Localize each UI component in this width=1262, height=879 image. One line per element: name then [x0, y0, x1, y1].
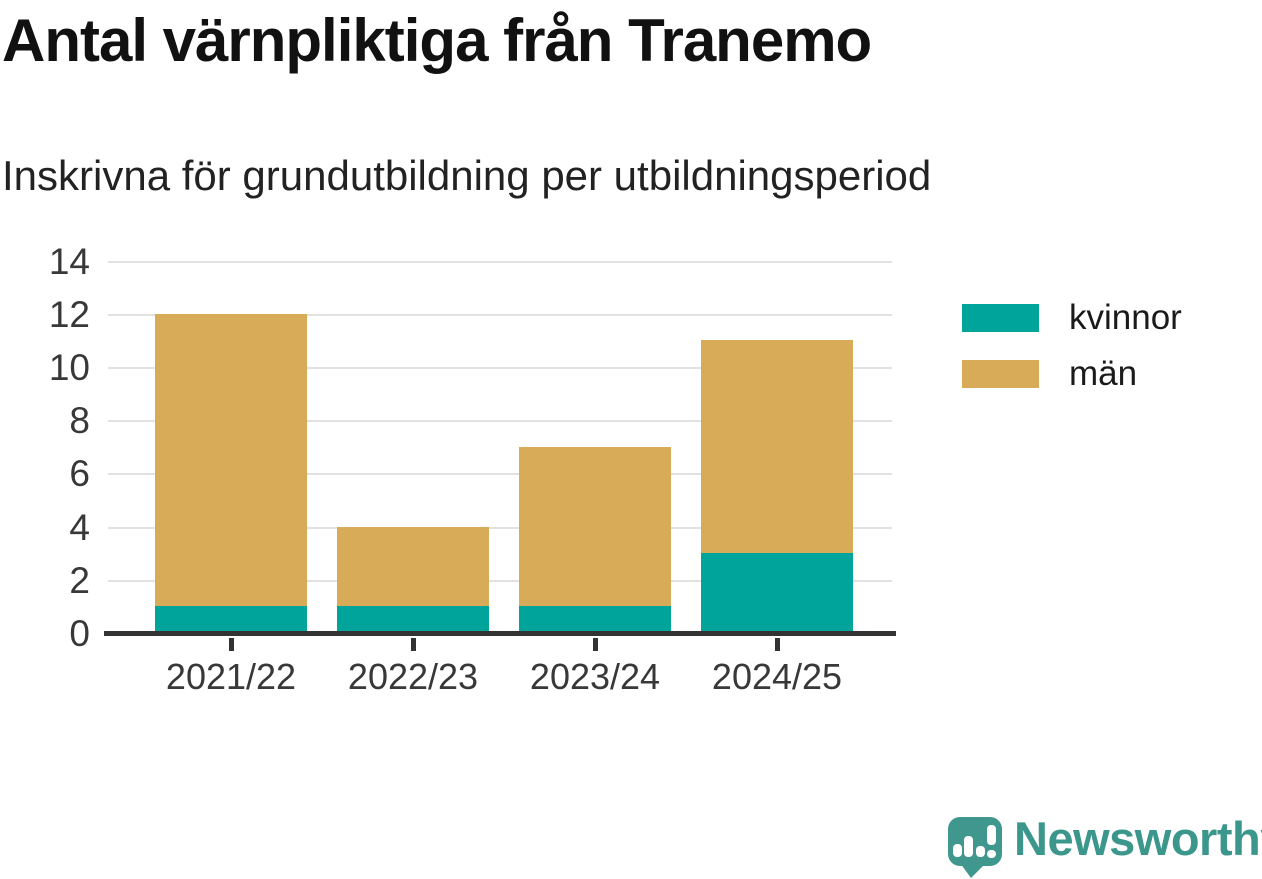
bar-segment-män-2022/23 — [337, 526, 489, 607]
x-axis-category-label: 2022/23 — [347, 656, 479, 697]
legend-swatch-man — [962, 360, 1039, 388]
chart-title: Antal värnpliktiga från Tranemo — [2, 7, 872, 74]
bar-segment-män-2021/22 — [155, 313, 307, 607]
logo-exclamation-icon — [987, 825, 996, 845]
y-axis-tick-label: 6 — [69, 453, 90, 495]
newsworthy-logo[interactable]: Newsworthy — [948, 812, 1262, 879]
x-axis-category-label: 2021/22 — [165, 656, 297, 697]
bar-segment-män-2024/25 — [701, 340, 853, 554]
bar-segment-kvinnor-2023/24 — [519, 606, 671, 633]
legend: kvinnor män — [962, 298, 1182, 412]
x-axis-category-label: 2023/24 — [529, 656, 661, 697]
logo-bar-icon — [976, 846, 985, 857]
x-axis-tick — [593, 638, 598, 651]
newsworthy-wordmark: Newsworthy — [1014, 812, 1262, 865]
logo-exclamation-dot-icon — [987, 850, 996, 858]
x-axis-line — [104, 631, 896, 636]
x-axis-tick — [411, 638, 416, 651]
chart-subtitle: Inskrivna för grundutbildning per utbild… — [2, 152, 932, 199]
gridline-y-14 — [108, 260, 892, 263]
x-axis-tick — [229, 638, 234, 651]
logo-bar-icon — [953, 844, 962, 857]
x-axis-tick — [775, 638, 780, 651]
legend-item-man: män — [962, 354, 1182, 393]
bar-segment-kvinnor-2022/23 — [337, 606, 489, 633]
y-axis-tick-label: 12 — [48, 293, 90, 335]
y-axis-tick-label: 0 — [69, 613, 90, 654]
bar-segment-män-2023/24 — [519, 446, 671, 607]
gridline-y-4 — [108, 526, 892, 529]
y-axis-tick-label: 10 — [48, 347, 90, 388]
logo-bar-icon — [964, 836, 973, 857]
gridline-y-2 — [108, 579, 892, 582]
gridline-y-10 — [108, 367, 892, 369]
y-axis-tick-label: 2 — [69, 559, 90, 601]
bar-segment-kvinnor-2024/25 — [701, 553, 853, 633]
gridline-y-8 — [108, 420, 892, 423]
bar-segment-kvinnor-2021/22 — [155, 606, 307, 633]
gridline-y-6 — [108, 473, 892, 476]
y-axis-tick-label: 14 — [48, 240, 90, 282]
x-axis-category-label: 2024/25 — [711, 656, 843, 697]
logo-bubble-tail — [960, 863, 986, 878]
legend-label-kvinnor: kvinnor — [1069, 298, 1182, 337]
legend-label-man: män — [1069, 354, 1138, 393]
y-axis-tick-label: 8 — [69, 400, 90, 442]
newsworthy-speech-bubble-chart-icon — [948, 817, 1002, 866]
legend-swatch-kvinnor — [962, 304, 1039, 332]
gridline-y-12 — [108, 313, 892, 316]
legend-item-kvinnor: kvinnor — [962, 298, 1182, 337]
y-axis-tick-label: 4 — [69, 506, 90, 548]
